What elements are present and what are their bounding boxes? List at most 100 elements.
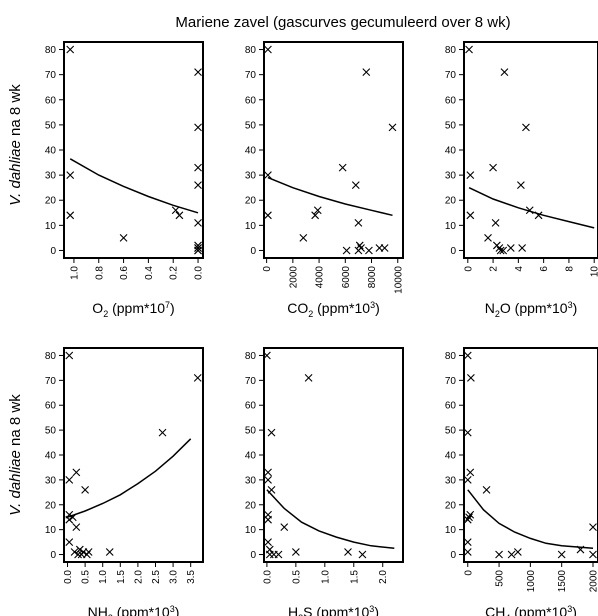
data-point-nh3-3 [65,515,74,524]
data-point-n2o-4 [489,163,497,172]
y-tick-label-n2o-0: 0 [450,246,456,257]
data-point-ch4-16 [589,523,597,532]
data-point-ch4-11 [495,550,503,559]
x-tick-label-h2s-1: 0.5 [291,570,302,584]
y-tick-label-co2-10: 10 [245,221,257,232]
data-point-h2s-0 [263,351,271,360]
data-point-co2-11 [355,241,364,250]
y-tick-label-nh3-20: 20 [45,500,57,511]
data-point-o2-10 [194,218,202,227]
y-tick-label-ch4-70: 70 [445,376,457,387]
x-tick-label-h2s-4: 2.0 [378,570,389,584]
panel-co2: 0 10 20 30 40 50 60 70 80 0 2000 4000 6000 8000 10000 C… [245,41,404,319]
x-tick-label-ch4-4: 2000 [588,570,598,593]
y-tick-label-nh3-0: 0 [50,550,56,561]
y-tick-label-ch4-0: 0 [450,550,456,561]
y-tick-label-nh3-80: 80 [45,351,57,362]
data-point-h2s-11 [274,550,283,559]
y-tick-label-o2-20: 20 [45,196,57,207]
row-bottom-ylabel-rest: na 8 wk [7,394,24,450]
data-point-co2-16 [380,244,389,252]
panel-n2o: 0 10 20 30 40 50 60 70 80 0 2 4 6 8 10 N2O (ppm*103) [445,41,598,319]
data-point-nh3-6 [70,548,79,556]
data-point-nh3-15 [84,548,93,556]
data-point-ch4-6 [465,513,473,522]
data-point-co2-8 [351,181,360,190]
data-point-nh3-10 [75,545,84,554]
data-point-n2o-1 [466,171,475,180]
panel-nh3: 0 10 20 30 40 50 60 70 80 0.0 0.5 1.0 1.5 2.0 2.5 3.0 3.… [45,347,204,616]
panel-ch4: 0 10 20 30 40 50 60 70 80 0 500 1000 1500 2000 CH4 (pp… [445,347,598,616]
x-tick-label-nh3-4: 2.0 [133,570,144,584]
data-point-co2-9 [354,218,363,227]
data-point-n2o-12 [516,181,525,190]
data-point-ch4-14 [557,550,566,559]
x-tick-label-nh3-1: 0.5 [81,570,92,584]
y-tick-label-h2s-80: 80 [245,351,257,362]
y-tick-label-co2-0: 0 [250,246,256,257]
data-point-co2-0 [264,45,272,54]
data-point-nh3-1 [65,475,74,484]
data-point-ch4-2 [463,475,472,484]
data-point-h2s-5 [264,538,272,546]
x-tick-label-nh3-0: 0.0 [63,570,74,584]
data-point-o2-3 [119,234,128,242]
data-point-nh3-8 [72,523,81,532]
x-tick-label-h2s-3: 1.5 [349,570,360,584]
data-point-o2-9 [194,181,202,190]
y-tick-label-co2-50: 50 [245,120,257,131]
data-point-co2-17 [388,123,397,132]
plot-frame-h2s [263,347,404,563]
row-top-ylabel-italic: V. dahliae [7,140,24,206]
data-point-co2-12 [357,244,365,252]
row-bottom-ylabel: V. dahliae na 8 wk [7,394,24,516]
y-tick-label-h2s-20: 20 [245,500,257,511]
plot-frame-nh3 [63,347,204,563]
y-tick-label-co2-30: 30 [245,171,257,182]
x-tick-label-o2-2: 0.6 [119,266,130,280]
x-tick-label-co2-2: 4000 [315,266,326,289]
y-tick-label-h2s-60: 60 [245,401,257,412]
y-tick-label-nh3-50: 50 [45,426,57,437]
data-point-nh3-4 [65,538,74,546]
data-point-n2o-9 [499,246,508,255]
x-tick-label-co2-5: 10000 [393,266,404,294]
x-tick-label-co2-0: 0 [262,266,273,272]
data-point-co2-5 [313,206,322,215]
y-tick-label-ch4-80: 80 [445,351,457,362]
y-tick-label-n2o-80: 80 [445,45,457,56]
x-tick-label-ch4-1: 500 [495,570,506,587]
y-tick-label-n2o-60: 60 [445,95,457,106]
y-tick-label-co2-20: 20 [245,196,257,207]
x-tick-label-n2o-1: 2 [489,266,500,272]
y-tick-label-co2-80: 80 [245,45,257,56]
row-bottom-ylabel-italic: V. dahliae [7,450,24,516]
plot-frame-ch4 [463,347,598,563]
x-axis-label-ch4: CH4 (ppm*103) [485,604,577,616]
x-tick-label-ch4-3: 1500 [557,570,568,593]
data-point-ch4-4 [463,538,472,546]
x-tick-label-co2-1: 2000 [288,266,299,289]
fit-curve-ch4 [467,489,594,550]
y-tick-label-o2-30: 30 [45,171,57,182]
y-tick-label-nh3-30: 30 [45,475,57,486]
x-tick-label-nh3-6: 3.0 [169,570,180,584]
data-point-h2s-12 [280,523,289,532]
data-point-h2s-8 [267,485,276,494]
y-tick-label-o2-0: 0 [50,246,56,257]
data-point-n2o-2 [466,211,475,220]
data-point-n2o-3 [484,234,492,242]
data-point-h2s-9 [267,428,276,437]
y-tick-label-nh3-60: 60 [45,401,57,412]
data-point-co2-1 [264,171,272,180]
data-point-h2s-1 [264,468,272,477]
y-tick-label-h2s-40: 40 [245,451,257,462]
x-axis-label-o2: O2 (ppm*107) [92,300,174,319]
x-axis-label-n2o: N2O (ppm*103) [485,300,578,319]
x-tick-label-n2o-5: 10 [590,266,598,278]
data-point-nh3-7 [72,468,81,477]
y-tick-label-nh3-70: 70 [45,376,57,387]
data-point-n2o-8 [496,246,505,255]
row-top-ylabel-rest: na 8 wk [7,84,24,140]
y-tick-label-n2o-30: 30 [445,171,457,182]
